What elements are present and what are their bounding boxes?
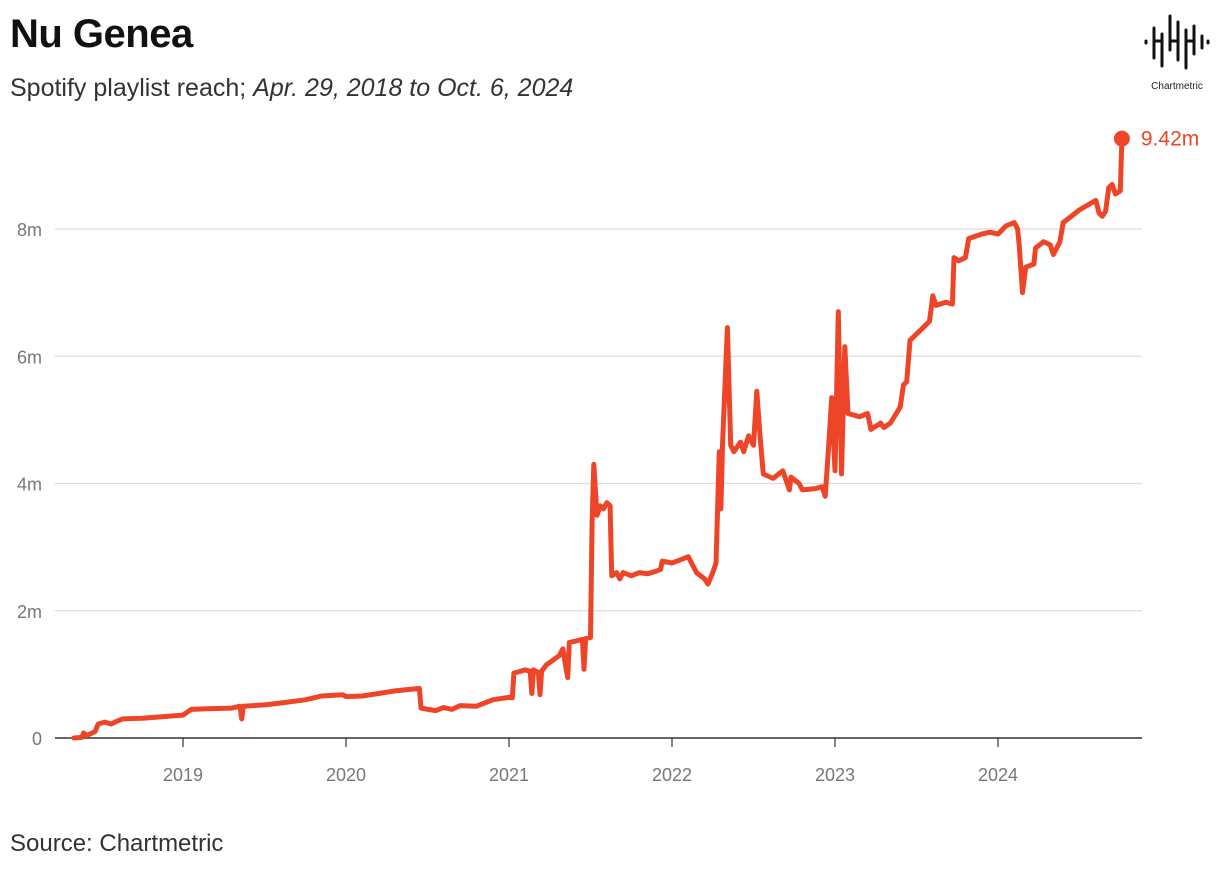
subtitle-metric: Spotify playlist reach; <box>10 74 247 102</box>
x-axis-ticks: 2019 2020 2021 2022 2023 2024 <box>163 738 1018 785</box>
waveform-icon <box>1144 14 1210 70</box>
chartmetric-logo: Chartmetric <box>1140 8 1214 92</box>
x-tick-label: 2019 <box>163 765 203 785</box>
y-tick-label: 8m <box>17 220 42 240</box>
y-tick-label: 6m <box>17 347 42 367</box>
x-tick-label: 2021 <box>489 765 529 785</box>
source-note: Source: Chartmetric <box>10 830 224 857</box>
subtitle-date-range: Apr. 29, 2018 to Oct. 6, 2024 <box>253 74 574 102</box>
chart-title: Nu Genea <box>10 12 193 56</box>
y-tick-label: 0 <box>32 729 42 749</box>
y-axis-ticks: 0 2m 4m 6m 8m <box>17 220 42 749</box>
chart-subtitle: Spotify playlist reach; Apr. 29, 2018 to… <box>10 74 573 103</box>
x-tick-label: 2022 <box>652 765 692 785</box>
series-line-playlist-reach <box>71 136 1125 741</box>
x-tick-label: 2020 <box>326 765 366 785</box>
x-tick-label: 2023 <box>815 765 855 785</box>
end-value-label: 9.42m <box>1141 128 1199 151</box>
logo-wordmark: Chartmetric <box>1151 81 1203 92</box>
gridlines <box>55 228 1142 612</box>
x-tick-label: 2024 <box>978 765 1018 785</box>
end-point-marker <box>1113 130 1130 147</box>
y-tick-label: 2m <box>17 602 42 622</box>
y-tick-label: 4m <box>17 475 42 495</box>
